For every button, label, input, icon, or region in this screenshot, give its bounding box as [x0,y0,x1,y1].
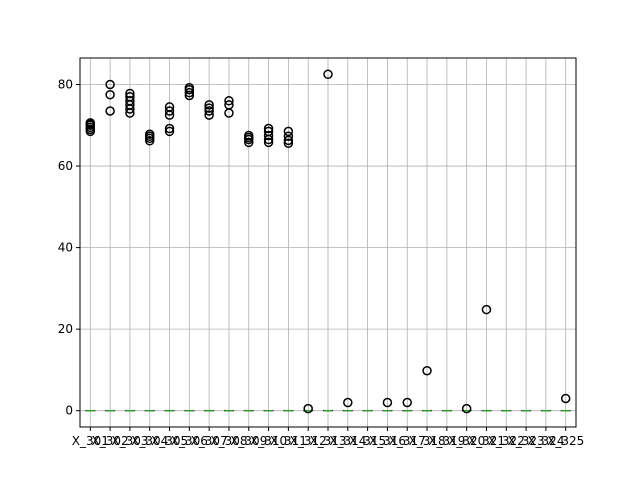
x-tick-label: X_324 [527,434,564,448]
outlier-point [85,118,96,128]
outlier-point [402,397,412,408]
y-tick-label: 60 [58,159,73,173]
x-tick-label: X_325 [547,434,584,448]
x-axis: X_301X_302X_303X_304X_305X_306X_307X_308… [72,427,584,448]
x-tick-label: X_305 [151,434,188,448]
outlier-point [164,126,175,137]
outlier-point [224,100,234,110]
x-tick-label: X_301 [72,434,109,448]
outlier-point [105,106,115,116]
outlier-point [283,135,294,146]
grid-lines [80,58,576,427]
x-tick-label: X_318 [408,434,445,448]
outlier-point [204,106,214,116]
outlier-point [283,126,294,137]
x-tick-label: X_303 [111,434,148,448]
x-tick-label: X_313 [309,434,346,448]
outlier-point [204,100,214,110]
outlier-point [164,106,175,116]
x-tick-label: X_323 [508,434,545,448]
outlier-point [105,79,115,90]
y-tick-label: 0 [65,404,73,418]
outlier-point [303,403,313,414]
x-tick-label: X_309 [230,434,267,448]
x-tick-label: X_320 [448,434,485,448]
outlier-point [184,83,195,93]
outlier-point [184,87,195,98]
outlier-point [481,304,492,315]
outlier-point [461,403,472,414]
x-tick-label: X_322 [488,434,525,448]
x-tick-label: X_316 [369,434,406,448]
outlier-point [105,89,115,100]
outlier-point [125,88,135,99]
outlier-point [244,130,254,141]
outlier-point [263,123,274,134]
x-tick-label: X_306 [171,434,208,448]
outlier-point [263,126,274,137]
x-tick-label: X_311 [270,434,307,448]
outlier-point [283,131,294,142]
outlier-point [204,110,214,120]
outlier-point [283,138,294,148]
x-tick-label: X_304 [131,434,168,448]
x-tick-label: X_314 [329,434,366,448]
x-tick-label: X_310 [250,434,287,448]
outlier-point [323,69,333,80]
x-tick-label: X_317 [389,434,426,448]
x-tick-label: X_321 [468,434,505,448]
x-tick-label: X_312 [290,434,327,448]
outlier-point [125,91,135,102]
outlier-point [224,96,234,106]
x-tick-label: X_315 [349,434,386,448]
y-tick-label: 80 [58,78,73,92]
y-tick-label: 20 [58,322,73,336]
outlier-point [244,137,254,148]
y-tick-label: 40 [58,241,73,255]
x-tick-label: X_307 [191,434,228,448]
x-tick-label: X_302 [92,434,129,448]
outlier-point [164,123,175,134]
outlier-point [204,103,214,113]
outlier-point [144,129,155,139]
outlier-point [263,130,274,141]
plot-marks [85,69,571,414]
outlier-point [422,365,432,376]
x-tick-label: X_308 [210,434,247,448]
outlier-point [164,102,175,112]
outlier-point [263,137,274,148]
outlier-point [560,393,571,404]
y-axis: 0 20 40 60 80 [58,78,80,418]
x-tick-label: X_319 [428,434,465,448]
outlier-point [382,397,393,408]
outlier-point [343,397,353,408]
